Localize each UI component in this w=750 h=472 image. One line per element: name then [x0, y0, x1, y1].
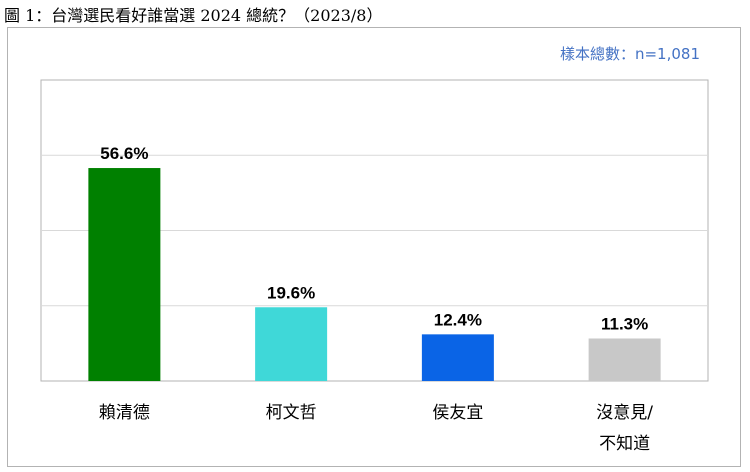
bar-4 [588, 338, 661, 381]
value-label-1: 56.6% [100, 144, 148, 163]
value-labels: 56.6% 19.6% 12.4% 11.3% [100, 144, 648, 333]
bars [88, 168, 661, 381]
figure-title: 圖 1：台灣選民看好誰當選 2024 總統？（2023/8） [4, 6, 383, 25]
category-label-1: 賴清德 [99, 403, 150, 423]
category-label-3: 侯友宜 [432, 403, 483, 423]
category-label-4-line-1: 沒意見/ [596, 403, 653, 423]
bar-1 [88, 168, 161, 381]
category-label-4-line-2: 不知道 [599, 434, 650, 454]
bar-3 [421, 334, 494, 381]
value-label-2: 19.6% [267, 283, 315, 302]
category-label-2: 柯文哲 [266, 403, 317, 423]
bar-2 [255, 307, 328, 381]
sample-size-note: 樣本總數：n=1,081 [559, 45, 700, 63]
value-label-4: 11.3% [601, 314, 648, 333]
value-label-3: 12.4% [434, 310, 482, 329]
category-labels: 賴清德 柯文哲 侯友宜 沒意見/不知道 [99, 403, 653, 454]
